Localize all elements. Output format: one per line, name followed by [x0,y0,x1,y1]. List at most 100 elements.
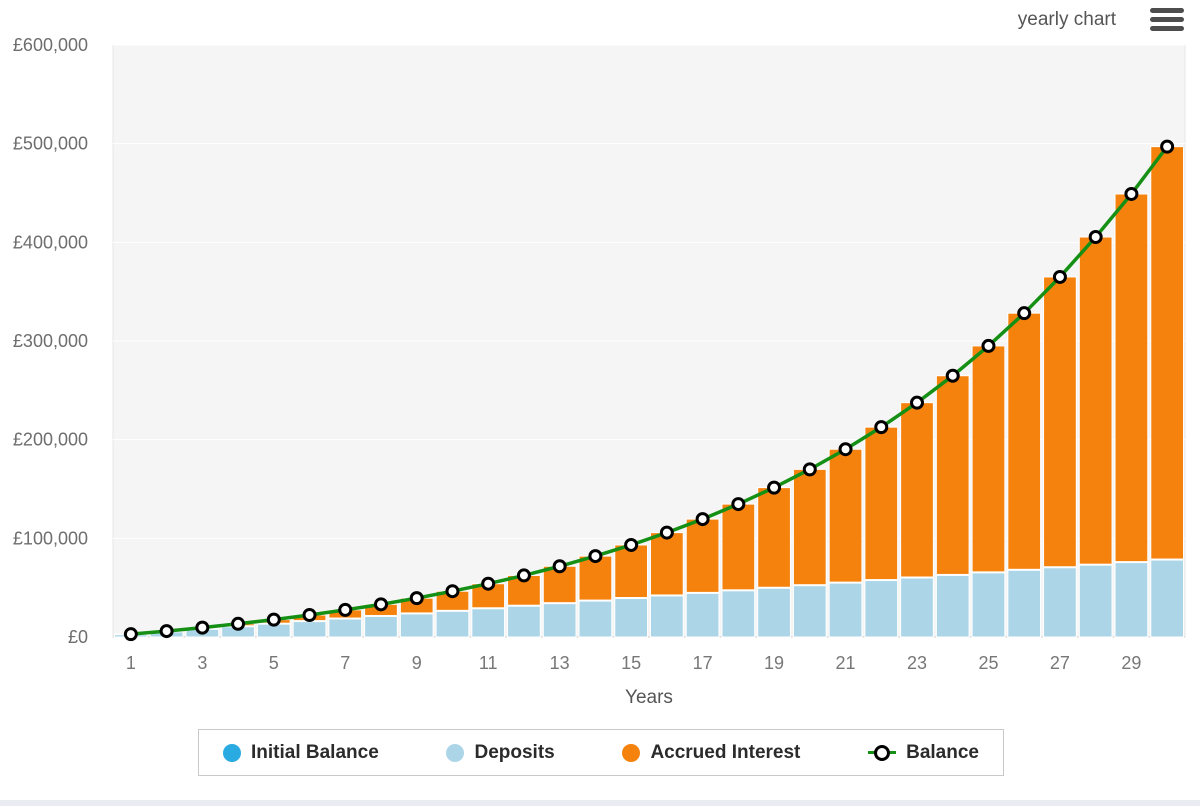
bar-deposits-year-18[interactable] [721,590,756,638]
bar-accrued-interest-year-15[interactable] [614,544,648,599]
bar-accrued-interest-year-27[interactable] [1043,276,1077,568]
balance-marker-year-11[interactable] [481,576,496,591]
bar-accrued-interest-year-17[interactable] [685,518,720,593]
bar-deposits-year-9[interactable] [399,613,434,638]
legend-item-accrued-interest[interactable]: Accrued Interest [622,742,800,764]
bar-deposits-year-25[interactable] [971,572,1006,638]
bar-deposits-year-21[interactable] [828,582,863,638]
balance-marker-year-22[interactable] [874,420,889,435]
bar-deposits-year-14[interactable] [578,600,613,638]
bar-accrued-interest-year-18[interactable] [721,503,756,591]
balance-markers [123,139,1175,642]
legend-item-balance[interactable]: Balance [868,742,979,764]
bar-deposits-year-23[interactable] [900,577,934,638]
legend-item-initial-balance[interactable]: Initial Balance [223,742,379,764]
bar-deposits-year-28[interactable] [1078,564,1113,638]
bar-accrued-interest-year-24[interactable] [935,375,970,575]
bar-deposits-year-6[interactable] [292,621,327,638]
bar-deposits-year-30[interactable] [1150,559,1185,638]
bar-deposits-year-15[interactable] [614,598,648,638]
bar-deposits-year-12[interactable] [507,605,541,638]
balance-marker-year-19[interactable] [767,480,782,495]
balance-marker-year-24[interactable] [945,368,960,383]
chart-mode-label: yearly chart [1017,8,1116,30]
bar-deposits-year-22[interactable] [864,580,899,638]
balance-marker-year-10[interactable] [445,584,460,599]
bar-accrued-interest-year-30[interactable] [1150,146,1185,560]
balance-marker-year-13[interactable] [552,559,567,574]
balance-marker-year-15[interactable] [624,537,639,552]
bar-deposits-year-10[interactable] [435,610,470,638]
bar-deposits-year-7[interactable] [328,618,363,638]
balance-marker-year-20[interactable] [802,462,817,477]
balance-marker-year-14[interactable] [588,549,603,564]
bar-accrued-interest-year-19[interactable] [757,487,791,588]
hamburger-menu-icon[interactable] [1150,6,1184,33]
bar-deposits-year-13[interactable] [542,603,577,638]
x-axis-title: Years [625,687,673,708]
bar-accrued-interest-year-23[interactable] [900,402,934,578]
stacked-bars [114,146,1185,638]
accrued-interest-swatch [622,743,641,762]
balance-marker-year-2[interactable] [159,624,174,639]
balance-marker-year-23[interactable] [910,395,924,410]
balance-marker-year-9[interactable] [409,591,424,606]
y-axis-label: £200,000 [13,430,88,450]
balance-marker-year-12[interactable] [516,568,531,583]
x-axis-label: 3 [197,653,207,673]
legend-label: Balance [906,741,979,763]
x-axis-label: 13 [550,653,570,673]
bar-accrued-interest-year-26[interactable] [1007,312,1042,570]
balance-marker-year-28[interactable] [1088,230,1103,245]
bar-deposits-year-17[interactable] [685,592,720,638]
balance-marker-year-6[interactable] [302,607,317,622]
balance-marker-year-3[interactable] [195,620,210,635]
x-axis-label: 17 [693,653,713,673]
bar-deposits-year-16[interactable] [650,595,684,638]
balance-marker-year-8[interactable] [374,597,388,612]
bar-deposits-year-27[interactable] [1043,567,1077,638]
bar-deposits-year-20[interactable] [792,585,827,638]
legend: Initial Balance Deposits Accrued Interes… [198,729,1004,776]
legend-label: Initial Balance [251,741,379,763]
balance-marker-year-5[interactable] [266,612,281,627]
bar-deposits-year-24[interactable] [935,574,970,638]
balance-marker-year-27[interactable] [1052,269,1067,284]
bar-deposits-year-8[interactable] [364,615,398,638]
legend-item-deposits[interactable]: Deposits [446,741,555,764]
balance-marker-year-16[interactable] [659,525,674,540]
legend-label: Accrued Interest [650,741,801,763]
bar-accrued-interest-year-21[interactable] [828,448,863,583]
x-axis-label: 27 [1050,653,1070,673]
balance-marker-year-17[interactable] [695,512,710,527]
bar-deposits-year-11[interactable] [471,608,506,638]
bar-accrued-interest-year-29[interactable] [1114,193,1149,563]
chart-svg: £0 £100,000 £200,000 £300,000 £400,000 £500,0… [13,35,1186,708]
bar-accrued-interest-year-20[interactable] [792,468,827,586]
balance-marker-year-25[interactable] [981,338,996,353]
x-axis-label: 1 [126,653,136,673]
bar-deposits-year-19[interactable] [757,587,791,638]
balance-marker-year-7[interactable] [338,602,353,617]
legend-label: Deposits [474,741,555,763]
balance-marker-year-29[interactable] [1124,186,1139,201]
balance-marker-year-1[interactable] [123,627,138,642]
x-axis-label: 19 [764,653,784,673]
bar-accrued-interest-year-16[interactable] [650,532,684,596]
balance-marker-year-4[interactable] [231,616,246,631]
bar-deposits-year-26[interactable] [1007,569,1042,638]
bar-deposits-year-29[interactable] [1114,562,1149,638]
deposits-swatch [446,743,465,762]
balance-marker-year-18[interactable] [731,497,746,512]
x-axis-label: 29 [1121,653,1141,673]
bar-accrued-interest-year-25[interactable] [971,345,1006,573]
bar-accrued-interest-year-22[interactable] [864,426,899,581]
x-axis-label: 7 [340,653,350,673]
y-axis-label: £100,000 [13,528,88,548]
balance-marker-year-30[interactable] [1160,139,1175,154]
balance-marker-year-21[interactable] [838,442,853,457]
bar-accrued-interest-year-28[interactable] [1078,236,1113,565]
x-axis-label: 15 [621,653,641,673]
balance-marker-year-26[interactable] [1017,306,1032,321]
